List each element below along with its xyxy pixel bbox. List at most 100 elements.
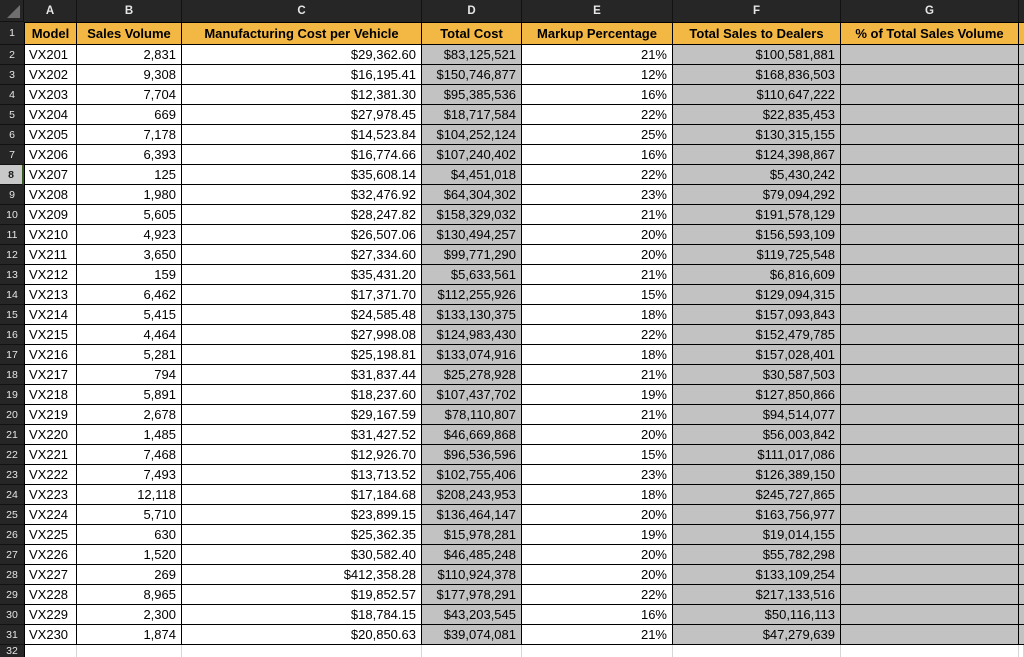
cell-A20[interactable]: VX219 <box>24 405 77 425</box>
cell-A11[interactable]: VX210 <box>24 225 77 245</box>
cell-F24[interactable]: $245,727,865 <box>673 485 841 505</box>
cell-F30[interactable]: $50,116,113 <box>673 605 841 625</box>
cell-B23[interactable]: 7,493 <box>77 465 182 485</box>
header-cell-G[interactable]: % of Total Sales Volume <box>841 22 1019 45</box>
cell-E25[interactable]: 20% <box>522 505 673 525</box>
cell-C2[interactable]: $29,362.60 <box>182 45 422 65</box>
cell-C26[interactable]: $25,362.35 <box>182 525 422 545</box>
cell-B3[interactable]: 9,308 <box>77 65 182 85</box>
cell-G10[interactable] <box>841 205 1019 225</box>
cell-F25[interactable]: $163,756,977 <box>673 505 841 525</box>
cell-G8[interactable] <box>841 165 1019 185</box>
column-header-C[interactable]: C <box>182 0 422 22</box>
row-header-20[interactable]: 20 <box>0 405 24 425</box>
cell-D22[interactable]: $96,536,596 <box>422 445 522 465</box>
cell-E13[interactable]: 21% <box>522 265 673 285</box>
cell-F15[interactable]: $157,093,843 <box>673 305 841 325</box>
cell-B15[interactable]: 5,415 <box>77 305 182 325</box>
cell-A5[interactable]: VX204 <box>24 105 77 125</box>
header-cell-E[interactable]: Markup Percentage <box>522 22 673 45</box>
cell-G27[interactable] <box>841 545 1019 565</box>
cell-E23[interactable]: 23% <box>522 465 673 485</box>
cell-B16[interactable]: 4,464 <box>77 325 182 345</box>
cell-E30[interactable]: 16% <box>522 605 673 625</box>
cell-F32[interactable] <box>673 645 841 657</box>
cell-E5[interactable]: 22% <box>522 105 673 125</box>
row-header-2[interactable]: 2 <box>0 45 24 65</box>
cell-F22[interactable]: $111,017,086 <box>673 445 841 465</box>
cell-G12[interactable] <box>841 245 1019 265</box>
cell-B6[interactable]: 7,178 <box>77 125 182 145</box>
cell-B30[interactable]: 2,300 <box>77 605 182 625</box>
row-header-30[interactable]: 30 <box>0 605 24 625</box>
cell-B20[interactable]: 2,678 <box>77 405 182 425</box>
cell-A6[interactable]: VX205 <box>24 125 77 145</box>
row-header-29[interactable]: 29 <box>0 585 24 605</box>
column-header-D[interactable]: D <box>422 0 522 22</box>
cell-F23[interactable]: $126,389,150 <box>673 465 841 485</box>
cell-B27[interactable]: 1,520 <box>77 545 182 565</box>
cell-C10[interactable]: $28,247.82 <box>182 205 422 225</box>
cell-F29[interactable]: $217,133,516 <box>673 585 841 605</box>
cell-B11[interactable]: 4,923 <box>77 225 182 245</box>
row-header-6[interactable]: 6 <box>0 125 24 145</box>
cell-F6[interactable]: $130,315,155 <box>673 125 841 145</box>
cell-B25[interactable]: 5,710 <box>77 505 182 525</box>
cell-A19[interactable]: VX218 <box>24 385 77 405</box>
cell-C14[interactable]: $17,371.70 <box>182 285 422 305</box>
cell-A14[interactable]: VX213 <box>24 285 77 305</box>
cell-A23[interactable]: VX222 <box>24 465 77 485</box>
cell-G21[interactable] <box>841 425 1019 445</box>
cell-A9[interactable]: VX208 <box>24 185 77 205</box>
cell-D15[interactable]: $133,130,375 <box>422 305 522 325</box>
cell-F7[interactable]: $124,398,867 <box>673 145 841 165</box>
row-header-5[interactable]: 5 <box>0 105 24 125</box>
cell-F2[interactable]: $100,581,881 <box>673 45 841 65</box>
cell-E26[interactable]: 19% <box>522 525 673 545</box>
row-header-3[interactable]: 3 <box>0 65 24 85</box>
cell-B32[interactable] <box>77 645 182 657</box>
row-header-32[interactable]: 32 <box>0 645 24 657</box>
cell-B31[interactable]: 1,874 <box>77 625 182 645</box>
cell-D27[interactable]: $46,485,248 <box>422 545 522 565</box>
cell-A24[interactable]: VX223 <box>24 485 77 505</box>
cell-E24[interactable]: 18% <box>522 485 673 505</box>
cell-E4[interactable]: 16% <box>522 85 673 105</box>
row-header-24[interactable]: 24 <box>0 485 24 505</box>
cell-A16[interactable]: VX215 <box>24 325 77 345</box>
row-header-18[interactable]: 18 <box>0 365 24 385</box>
cell-D9[interactable]: $64,304,302 <box>422 185 522 205</box>
cell-A3[interactable]: VX202 <box>24 65 77 85</box>
cell-A18[interactable]: VX217 <box>24 365 77 385</box>
cell-C28[interactable]: $412,358.28 <box>182 565 422 585</box>
row-header-17[interactable]: 17 <box>0 345 24 365</box>
cell-G4[interactable] <box>841 85 1019 105</box>
cell-C11[interactable]: $26,507.06 <box>182 225 422 245</box>
row-header-12[interactable]: 12 <box>0 245 24 265</box>
cell-G31[interactable] <box>841 625 1019 645</box>
cell-E6[interactable]: 25% <box>522 125 673 145</box>
cell-F19[interactable]: $127,850,866 <box>673 385 841 405</box>
row-header-15[interactable]: 15 <box>0 305 24 325</box>
cell-A4[interactable]: VX203 <box>24 85 77 105</box>
cell-C13[interactable]: $35,431.20 <box>182 265 422 285</box>
cell-G11[interactable] <box>841 225 1019 245</box>
cell-C5[interactable]: $27,978.45 <box>182 105 422 125</box>
cell-C16[interactable]: $27,998.08 <box>182 325 422 345</box>
cell-A17[interactable]: VX216 <box>24 345 77 365</box>
header-cell-C[interactable]: Manufacturing Cost per Vehicle <box>182 22 422 45</box>
cell-D26[interactable]: $15,978,281 <box>422 525 522 545</box>
cell-E11[interactable]: 20% <box>522 225 673 245</box>
cell-A29[interactable]: VX228 <box>24 585 77 605</box>
cell-D10[interactable]: $158,329,032 <box>422 205 522 225</box>
cell-C24[interactable]: $17,184.68 <box>182 485 422 505</box>
cell-D8[interactable]: $4,451,018 <box>422 165 522 185</box>
row-header-4[interactable]: 4 <box>0 85 24 105</box>
cell-D3[interactable]: $150,746,877 <box>422 65 522 85</box>
cell-B8[interactable]: 125 <box>77 165 182 185</box>
cell-B19[interactable]: 5,891 <box>77 385 182 405</box>
cell-G26[interactable] <box>841 525 1019 545</box>
cell-F21[interactable]: $56,003,842 <box>673 425 841 445</box>
cell-D25[interactable]: $136,464,147 <box>422 505 522 525</box>
cell-E22[interactable]: 15% <box>522 445 673 465</box>
